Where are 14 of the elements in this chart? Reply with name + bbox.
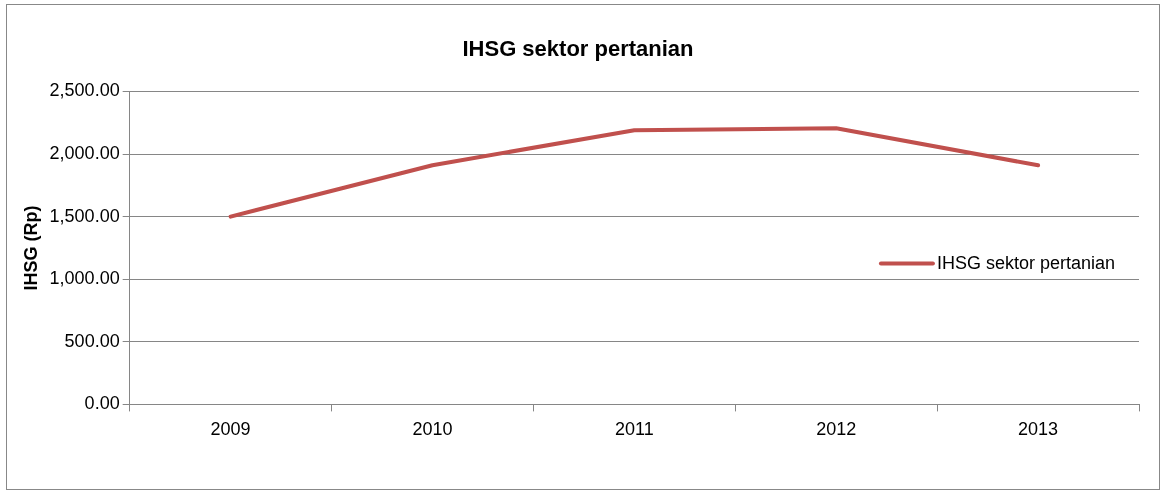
y-tick-label: 2,000.00	[49, 142, 120, 163]
y-tick-label: 2,500.00	[49, 80, 120, 101]
chart-title: IHSG sektor pertanian	[462, 36, 694, 62]
x-tick-label: 2010	[412, 419, 453, 440]
x-tick-label: 2013	[1018, 419, 1059, 440]
y-tick-label: 500.00	[64, 330, 120, 351]
y-tick-label: 1,500.00	[49, 205, 120, 226]
y-axis-title: IHSG (Rp)	[20, 205, 41, 291]
x-tick-label: 2009	[210, 419, 251, 440]
y-tick-label: 1,000.00	[49, 268, 120, 289]
y-tick-label: 0.00	[84, 393, 120, 414]
x-tick-label: 2012	[816, 419, 857, 440]
x-tick-label: 2011	[614, 419, 654, 440]
legend-label: IHSG sektor pertanian	[936, 252, 1116, 273]
